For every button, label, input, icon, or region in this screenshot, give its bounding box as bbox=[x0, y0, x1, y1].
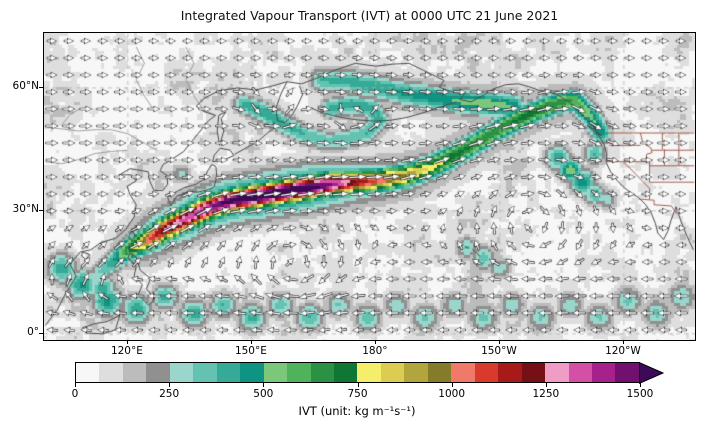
colorbar-segment bbox=[568, 363, 592, 382]
y-tick-label: 30°N bbox=[12, 202, 39, 215]
colorbar-tick-mark bbox=[263, 383, 265, 387]
colorbar-tick-label: 750 bbox=[347, 388, 368, 400]
x-tick-label: 150°W bbox=[481, 345, 517, 357]
colorbar-tick-mark bbox=[451, 383, 453, 387]
y-tick-mark bbox=[39, 86, 43, 88]
colorbar-segment bbox=[99, 363, 123, 382]
colorbar-tick-label: 500 bbox=[253, 388, 274, 400]
colorbar-segment bbox=[216, 363, 241, 382]
colorbar-tick-label: 0 bbox=[71, 388, 79, 400]
colorbar-segment bbox=[146, 363, 170, 382]
x-tick-label: 180° bbox=[362, 345, 388, 357]
x-tick-mark bbox=[250, 340, 252, 344]
colorbar-tick-label: 1250 bbox=[532, 388, 560, 400]
y-tick-label: 0° bbox=[27, 325, 39, 338]
colorbar-segment bbox=[591, 363, 616, 382]
colorbar-tick-label: 1000 bbox=[438, 388, 466, 400]
colorbar-segment bbox=[263, 363, 288, 382]
colorbar-tick-mark bbox=[169, 383, 171, 387]
colorbar-tick-label: 1500 bbox=[626, 388, 654, 400]
y-tick-label: 60°N bbox=[12, 79, 39, 92]
chart-title: Integrated Vapour Transport (IVT) at 000… bbox=[180, 8, 559, 23]
colorbar-extend-arrow bbox=[639, 361, 665, 384]
colorbar-title: IVT (unit: kg m⁻¹s⁻¹) bbox=[298, 404, 416, 418]
x-tick-mark bbox=[126, 340, 128, 344]
x-tick-label: 120°E bbox=[110, 345, 143, 357]
colorbar-segment bbox=[521, 363, 546, 382]
colorbar-tick-mark bbox=[75, 383, 76, 387]
colorbar-segment bbox=[357, 363, 381, 382]
map-plot bbox=[43, 32, 696, 341]
colorbar-segment bbox=[76, 363, 100, 382]
colorbar-segment bbox=[427, 363, 452, 382]
colorbar-segment bbox=[333, 363, 358, 382]
colorbar-tick-label: 250 bbox=[159, 388, 180, 400]
colorbar-segment bbox=[287, 363, 311, 382]
colorbar-segment bbox=[615, 363, 639, 382]
x-tick-mark bbox=[622, 340, 624, 344]
colorbar-tick-mark bbox=[640, 383, 641, 387]
x-tick-label: 150°E bbox=[234, 345, 267, 357]
colorbar-segment bbox=[169, 363, 194, 382]
colorbar-segment bbox=[380, 363, 405, 382]
colorbar bbox=[75, 362, 640, 383]
colorbar-segment bbox=[474, 363, 499, 382]
y-tick-mark bbox=[39, 209, 43, 211]
colorbar-tick-mark bbox=[357, 383, 359, 387]
x-tick-mark bbox=[374, 340, 376, 344]
colorbar-segment bbox=[193, 363, 217, 382]
colorbar-segment bbox=[451, 363, 475, 382]
colorbar-segment bbox=[310, 363, 334, 382]
colorbar-segment bbox=[545, 363, 569, 382]
x-tick-mark bbox=[498, 340, 500, 344]
colorbar-segment bbox=[404, 363, 428, 382]
colorbar-tick-mark bbox=[545, 383, 547, 387]
y-tick-mark bbox=[39, 332, 43, 334]
x-tick-label: 120°W bbox=[605, 345, 641, 357]
colorbar-segment bbox=[240, 363, 264, 382]
colorbar-segment bbox=[122, 363, 147, 382]
colorbar-segment bbox=[498, 363, 522, 382]
ivt-map-canvas bbox=[44, 33, 695, 340]
